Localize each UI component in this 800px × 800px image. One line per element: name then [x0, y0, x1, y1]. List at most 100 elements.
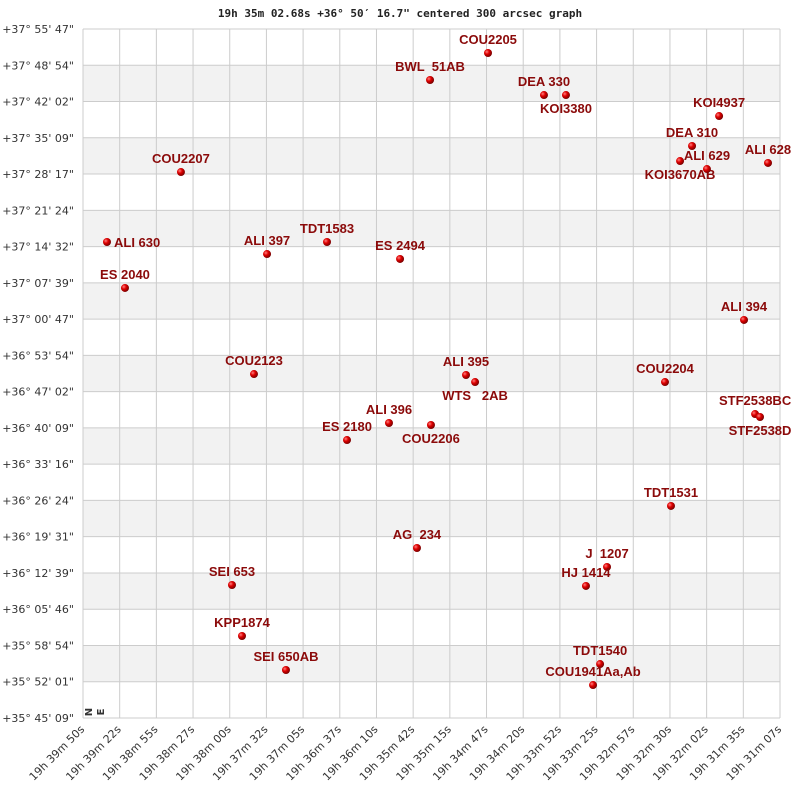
- star-point[interactable]: AG 234: [393, 527, 442, 552]
- star-point[interactable]: TDT1531: [644, 485, 698, 510]
- star-point[interactable]: ES 2180: [322, 419, 372, 445]
- star-marker[interactable]: [281, 666, 290, 675]
- star-label: ALI 628: [745, 142, 791, 157]
- star-marker[interactable]: [323, 237, 332, 246]
- star-marker[interactable]: [484, 48, 493, 57]
- star-point[interactable]: KOI3380: [540, 91, 592, 116]
- band: [83, 500, 780, 537]
- star-label: COU2123: [225, 353, 283, 368]
- star-marker[interactable]: [688, 142, 697, 151]
- star-marker[interactable]: [589, 681, 598, 690]
- star-marker[interactable]: [462, 370, 471, 379]
- star-point[interactable]: ALI 397: [244, 233, 290, 259]
- star-label: COU2206: [402, 431, 460, 446]
- star-marker[interactable]: [343, 436, 352, 445]
- star-point[interactable]: COU1941Aa,Ab: [545, 664, 641, 690]
- star-marker[interactable]: [539, 91, 548, 100]
- star-marker[interactable]: [581, 581, 590, 590]
- star-label: ALI 630: [114, 235, 160, 250]
- star-label: SEI 653: [209, 564, 255, 579]
- y-tick-label: +37° 00' 47": [2, 313, 74, 326]
- star-label: SEI 650AB: [253, 649, 318, 664]
- star-point[interactable]: TDT1583: [300, 221, 354, 246]
- star-point[interactable]: ALI 628: [745, 142, 791, 167]
- star-marker[interactable]: [676, 157, 685, 166]
- y-tick-label: +37° 55' 47": [2, 23, 74, 36]
- star-marker[interactable]: [396, 254, 405, 263]
- band: [83, 137, 780, 175]
- star-marker[interactable]: [426, 75, 435, 84]
- star-marker[interactable]: [471, 378, 480, 387]
- star-marker[interactable]: [237, 631, 246, 640]
- star-marker[interactable]: [384, 418, 393, 427]
- y-tick-label: +36° 19' 31": [2, 531, 74, 544]
- y-tick-label: +36° 12' 39": [2, 567, 74, 580]
- star-label: ALI 397: [244, 233, 290, 248]
- band: [83, 210, 780, 247]
- star-marker[interactable]: [227, 580, 236, 589]
- star-point[interactable]: DEA 330: [518, 74, 570, 100]
- star-label: ALI 629: [684, 148, 730, 163]
- star-point[interactable]: ALI 629: [684, 148, 730, 174]
- star-point[interactable]: ALI 630: [102, 235, 160, 250]
- star-point[interactable]: COU2207: [152, 151, 210, 177]
- star-marker[interactable]: [756, 413, 765, 422]
- star-point[interactable]: ALI 395: [443, 354, 489, 379]
- star-point[interactable]: STF2538BC: [719, 393, 792, 419]
- star-marker[interactable]: [666, 501, 675, 510]
- star-marker[interactable]: [715, 112, 724, 121]
- star-marker[interactable]: [596, 660, 605, 669]
- star-point[interactable]: COU2204: [636, 361, 695, 387]
- star-marker[interactable]: [603, 562, 612, 571]
- star-marker[interactable]: [120, 283, 129, 292]
- star-point[interactable]: DEA 310: [666, 125, 718, 151]
- star-point[interactable]: WTS 2AB: [442, 378, 508, 403]
- y-tick-label: +36° 40' 09": [2, 422, 74, 435]
- star-marker[interactable]: [740, 315, 749, 324]
- star-point[interactable]: COU2205: [459, 32, 517, 57]
- star-label: COU2207: [152, 151, 210, 166]
- star-marker[interactable]: [561, 91, 570, 100]
- star-point[interactable]: SEI 653: [209, 564, 255, 589]
- star-point[interactable]: COU2123: [225, 353, 283, 379]
- star-label: STF2538BC: [719, 393, 792, 408]
- star-point[interactable]: ALI 394: [721, 299, 768, 324]
- star-point[interactable]: HJ 1414: [561, 565, 611, 590]
- star-point[interactable]: KOI4937: [693, 95, 745, 121]
- star-label: KOI3380: [540, 101, 592, 116]
- star-point[interactable]: ES 2494: [375, 238, 426, 263]
- star-label: KOI4937: [693, 95, 745, 110]
- star-point[interactable]: KOI3670AB: [645, 157, 716, 182]
- star-point[interactable]: J 1207: [585, 546, 629, 571]
- star-marker[interactable]: [764, 158, 773, 167]
- star-marker[interactable]: [249, 370, 258, 379]
- star-marker[interactable]: [102, 237, 111, 246]
- star-marker[interactable]: [660, 378, 669, 387]
- y-tick-label: +36° 47' 02": [2, 386, 74, 399]
- star-point[interactable]: BWL 51AB: [395, 59, 465, 84]
- star-label: DEA 310: [666, 125, 718, 140]
- star-label: HJ 1414: [561, 565, 611, 580]
- y-tick-label: +35° 52' 01": [2, 676, 74, 689]
- star-point[interactable]: STF2538D: [729, 413, 792, 438]
- star-point[interactable]: ALI 396: [366, 402, 412, 427]
- star-point[interactable]: COU2206: [402, 421, 460, 446]
- bands: [83, 65, 780, 682]
- star-point[interactable]: ES 2040: [100, 267, 150, 292]
- star-point[interactable]: KPP1874: [214, 615, 271, 640]
- star-marker[interactable]: [263, 250, 272, 259]
- star-marker[interactable]: [176, 168, 185, 177]
- star-marker[interactable]: [426, 421, 435, 430]
- star-marker[interactable]: [412, 543, 421, 552]
- star-point[interactable]: SEI 650AB: [253, 649, 318, 675]
- star-label: COU2204: [636, 361, 695, 376]
- star-label: TDT1531: [644, 485, 698, 500]
- compass-north: N: [84, 708, 95, 716]
- star-label: ALI 396: [366, 402, 412, 417]
- band: [83, 427, 780, 465]
- star-label: BWL 51AB: [395, 59, 465, 74]
- star-point[interactable]: TDT1540: [573, 643, 627, 669]
- star-marker[interactable]: [702, 165, 711, 174]
- y-tick-label: +37° 14' 32": [2, 241, 74, 254]
